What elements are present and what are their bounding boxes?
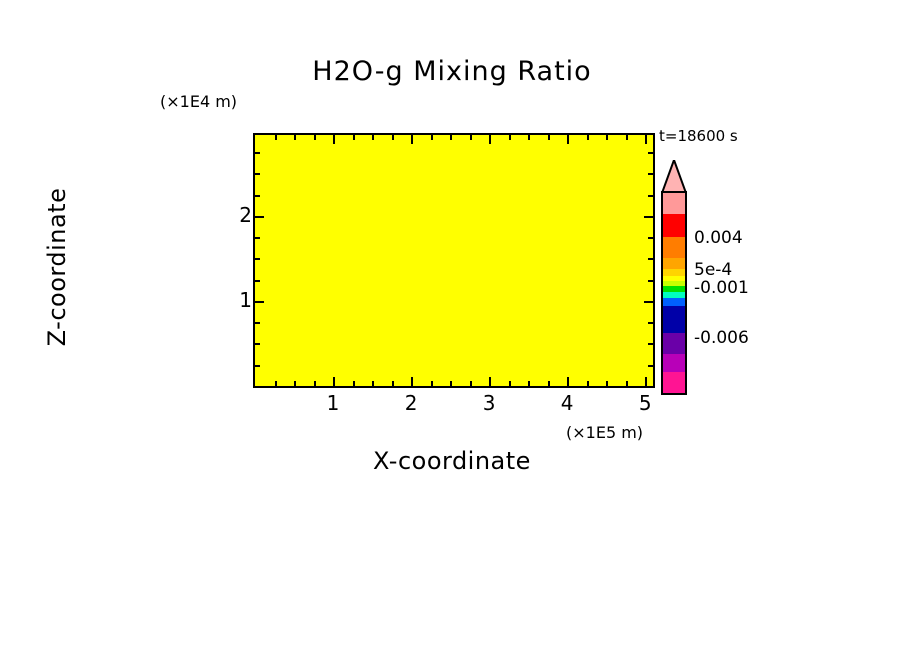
y-tick-left [255, 194, 260, 197]
colorbar [661, 160, 687, 395]
colorbar-band [663, 275, 685, 282]
time-annotation: t=18600 s [659, 127, 738, 145]
x-tick-label: 2 [404, 391, 418, 415]
colorbar-arrow-icon [661, 160, 687, 193]
x-tick-bottom [508, 381, 511, 386]
x-tick-label: 5 [638, 391, 652, 415]
colorbar-band [663, 297, 685, 307]
x-tick-top [313, 135, 316, 140]
y-tick-right [648, 173, 653, 176]
x-tick-bottom [391, 381, 394, 386]
x-tick-label: 1 [326, 391, 340, 415]
y-tick-left [255, 322, 260, 325]
y-tick-right [648, 152, 653, 155]
colorbar-band [663, 281, 685, 287]
x-tick-top [274, 135, 277, 140]
x-tick-bottom [586, 381, 589, 386]
x-tick-bottom [625, 381, 628, 386]
colorbar-band [663, 214, 685, 238]
x-tick-top [411, 135, 414, 144]
colorbar-band [663, 291, 685, 298]
x-tick-label: 3 [482, 391, 496, 415]
y-tick-left [255, 364, 260, 367]
heatmap-field [255, 135, 653, 386]
x-tick-bottom [294, 381, 297, 386]
y-tick-right [648, 364, 653, 367]
y-tick-right [644, 215, 653, 218]
colorbar-bands [661, 191, 687, 395]
x-tick-bottom [567, 377, 570, 386]
x-tick-top [645, 135, 648, 144]
x-tick-bottom [469, 381, 472, 386]
y-tick-left [255, 343, 260, 346]
y-tick-label: 2 [239, 202, 252, 227]
x-tick-top [430, 135, 433, 140]
x-tick-top [333, 135, 336, 144]
colorbar-band [663, 193, 685, 215]
x-tick-top [391, 135, 394, 140]
y-tick-right [648, 279, 653, 282]
y-tick-label: 1 [239, 287, 252, 312]
x-tick-bottom [606, 381, 609, 386]
x-tick-top [508, 135, 511, 140]
x-tick-bottom [547, 381, 550, 386]
x-tick-top [586, 135, 589, 140]
x-tick-bottom [411, 377, 414, 386]
x-tick-top [489, 135, 492, 144]
x-tick-bottom [274, 381, 277, 386]
x-tick-label: 4 [560, 391, 574, 415]
x-tick-top [567, 135, 570, 144]
x-tick-top [547, 135, 550, 140]
y-tick-left [255, 279, 260, 282]
x-axis-units-label: (×1E5 m) [566, 423, 644, 442]
colorbar-band [663, 354, 685, 372]
x-tick-bottom [313, 381, 316, 386]
page-title: H2O-g Mixing Ratio [312, 56, 592, 87]
x-tick-top [469, 135, 472, 140]
x-tick-bottom [645, 377, 648, 386]
y-tick-left [255, 300, 264, 303]
y-axis-title: Z-coordinate [43, 187, 71, 347]
y-tick-left [255, 258, 260, 261]
x-tick-top [528, 135, 531, 140]
x-tick-top [625, 135, 628, 140]
y-tick-left [255, 215, 264, 218]
x-tick-bottom [352, 381, 355, 386]
colorbar-tick-label: -0.001 [694, 278, 749, 298]
x-tick-bottom [430, 381, 433, 386]
y-tick-left [255, 173, 260, 176]
plot-area [253, 133, 655, 388]
x-tick-top [352, 135, 355, 140]
y-tick-right [648, 258, 653, 261]
x-tick-bottom [489, 377, 492, 386]
x-tick-top [372, 135, 375, 140]
colorbar-tick-label: 5e-4 [694, 260, 733, 280]
x-axis-title: X-coordinate [373, 447, 531, 475]
y-tick-right [648, 322, 653, 325]
x-tick-bottom [333, 377, 336, 386]
colorbar-band [663, 306, 685, 334]
colorbar-band [663, 268, 685, 276]
y-tick-right [648, 194, 653, 197]
colorbar-band [663, 237, 685, 259]
y-tick-right [648, 237, 653, 240]
y-axis-units-label: (×1E4 m) [160, 92, 238, 111]
y-tick-right [644, 300, 653, 303]
x-tick-bottom [372, 381, 375, 386]
colorbar-tick-label: -0.006 [694, 328, 749, 348]
x-tick-top [606, 135, 609, 140]
y-tick-left [255, 152, 260, 155]
y-tick-right [648, 343, 653, 346]
x-tick-top [450, 135, 453, 140]
x-tick-top [294, 135, 297, 140]
x-tick-bottom [450, 381, 453, 386]
x-tick-bottom [528, 381, 531, 386]
colorbar-band [663, 258, 685, 269]
colorbar-tick-label: 0.004 [694, 228, 743, 248]
colorbar-band [663, 286, 685, 292]
colorbar-band [663, 371, 685, 393]
y-tick-left [255, 237, 260, 240]
colorbar-band [663, 333, 685, 355]
